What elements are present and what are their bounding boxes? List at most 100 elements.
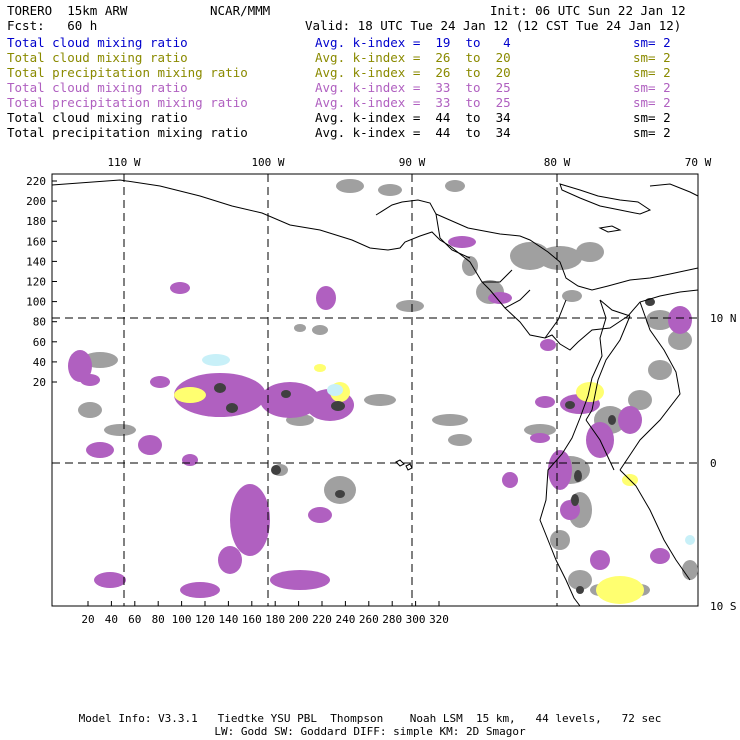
x-tick-label: 60 [128, 613, 141, 626]
magenta-field-blob [650, 548, 670, 564]
legend-field-name: Total cloud mixing ratio [7, 35, 188, 50]
dark-field-blob [281, 390, 291, 398]
legend-k-index: Avg. k-index = 26 to 20 [315, 65, 511, 80]
magenta-field-blob [590, 550, 610, 570]
cyan-field-blob [327, 384, 343, 396]
x-tick-label: 320 [429, 613, 449, 626]
x-tick-label: 40 [105, 613, 118, 626]
gray-field-blob [396, 300, 424, 312]
dark-field-blob [226, 403, 238, 413]
magenta-field-blob [182, 454, 198, 466]
yellow-field-blob [174, 387, 206, 403]
field-shading [68, 179, 698, 604]
legend-field-name: Total precipitation mixing ratio [7, 125, 248, 140]
magenta-field-blob [260, 382, 320, 418]
legend-k-index: Avg. k-index = 33 to 25 [315, 95, 511, 110]
dark-field-blob [576, 586, 584, 594]
legend-smoothing: sm= 2 [633, 80, 671, 95]
dark-field-blob [608, 415, 616, 425]
y-tick-label: 100 [26, 296, 46, 309]
magenta-field-blob [180, 582, 220, 598]
gray-field-blob [550, 530, 570, 550]
latitude-label: 10 S [710, 600, 737, 613]
y-tick-label: 40 [33, 356, 46, 369]
x-tick-label: 120 [195, 613, 215, 626]
gray-field-blob [432, 414, 468, 426]
y-tick-label: 80 [33, 316, 46, 329]
magenta-field-blob [618, 406, 642, 434]
coastlines [51, 179, 699, 607]
x-tick-label: 180 [265, 613, 285, 626]
cyan-field-blob [202, 354, 230, 366]
y-tick-label: 200 [26, 195, 46, 208]
legend-k-index: Avg. k-index = 44 to 34 [315, 110, 511, 125]
grid-lines [52, 174, 698, 606]
legend-smoothing: sm= 2 [633, 65, 671, 80]
caribbean-coastline [435, 213, 699, 291]
magenta-field-blob [448, 236, 476, 248]
y-tick-label: 220 [26, 175, 46, 188]
gray-field-blob [568, 570, 592, 590]
axis-ticks [52, 180, 440, 606]
legend-k-index: Avg. k-index = 33 to 25 [315, 80, 511, 95]
dark-field-blob [574, 470, 582, 482]
x-tick-label: 160 [242, 613, 262, 626]
dark-field-blob [331, 401, 345, 411]
dark-field-blob [335, 490, 345, 498]
gray-field-blob [312, 325, 328, 335]
forecast-hour: Fcst: 60 h [7, 18, 98, 33]
legend-smoothing: sm= 2 [633, 35, 671, 50]
latitude-label: 10 N [710, 312, 737, 325]
gray-field-blob [682, 560, 698, 580]
gray-field-blob [462, 256, 478, 276]
legend-field-name: Total cloud mixing ratio [7, 80, 188, 95]
gray-field-blob [648, 360, 672, 380]
gray-field-blob [78, 402, 102, 418]
x-tick-label: 260 [359, 613, 379, 626]
magenta-field-blob [270, 570, 330, 590]
magenta-field-blob [668, 306, 692, 334]
x-tick-label: 220 [312, 613, 332, 626]
legend-field-name: Total precipitation mixing ratio [7, 95, 248, 110]
longitude-label: 110 W [107, 156, 140, 169]
model-name: TORERO 15km ARW [7, 3, 128, 18]
gray-field-blob [524, 424, 556, 436]
x-tick-label: 280 [382, 613, 402, 626]
x-tick-label: 200 [289, 613, 309, 626]
init-time: Init: 06 UTC Sun 22 Jan 12 [490, 3, 686, 18]
legend-field-name: Total precipitation mixing ratio [7, 65, 248, 80]
y-tick-label: 140 [26, 255, 46, 268]
dark-field-blob [571, 494, 579, 506]
yellow-field-blob [314, 364, 326, 372]
magenta-field-blob [68, 350, 92, 382]
y-tick-label: 20 [33, 376, 46, 389]
legend-smoothing: sm= 2 [633, 95, 671, 110]
magenta-field-blob [94, 572, 126, 588]
valid-time: Valid: 18 UTC Tue 24 Jan 12 (12 CST Tue … [305, 18, 682, 33]
magenta-field-blob [530, 433, 550, 443]
legend-k-index: Avg. k-index = 26 to 20 [315, 50, 511, 65]
magenta-field-blob [308, 507, 332, 523]
x-tick-label: 140 [218, 613, 238, 626]
y-tick-label: 160 [26, 235, 46, 248]
gray-field-blob [576, 242, 604, 262]
legend-field-name: Total cloud mixing ratio [7, 110, 188, 125]
gray-field-blob [336, 179, 364, 193]
gray-field-blob [448, 434, 472, 446]
latitude-label: 0 [710, 457, 717, 470]
x-tick-label: 100 [172, 613, 192, 626]
gray-field-blob [294, 324, 306, 332]
magenta-field-blob [150, 376, 170, 388]
y-tick-label: 180 [26, 215, 46, 228]
magenta-field-blob [80, 374, 100, 386]
x-tick-label: 240 [335, 613, 355, 626]
magenta-field-blob [316, 286, 336, 310]
x-tick-label: 20 [81, 613, 94, 626]
gray-field-blob [445, 180, 465, 192]
gray-field-blob [646, 310, 674, 330]
magenta-field-blob [548, 450, 572, 490]
legend-smoothing: sm= 2 [633, 110, 671, 125]
longitude-label: 70 W [685, 156, 712, 169]
magenta-field-blob [174, 373, 266, 417]
